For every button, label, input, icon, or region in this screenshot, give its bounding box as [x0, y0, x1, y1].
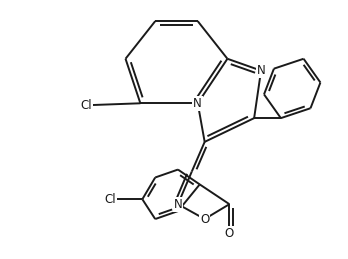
- Text: O: O: [225, 227, 234, 240]
- Text: N: N: [174, 198, 182, 211]
- Text: O: O: [200, 213, 209, 226]
- Text: N: N: [193, 97, 202, 110]
- Text: Cl: Cl: [105, 193, 117, 206]
- Text: Cl: Cl: [80, 99, 92, 112]
- Text: N: N: [257, 64, 266, 77]
